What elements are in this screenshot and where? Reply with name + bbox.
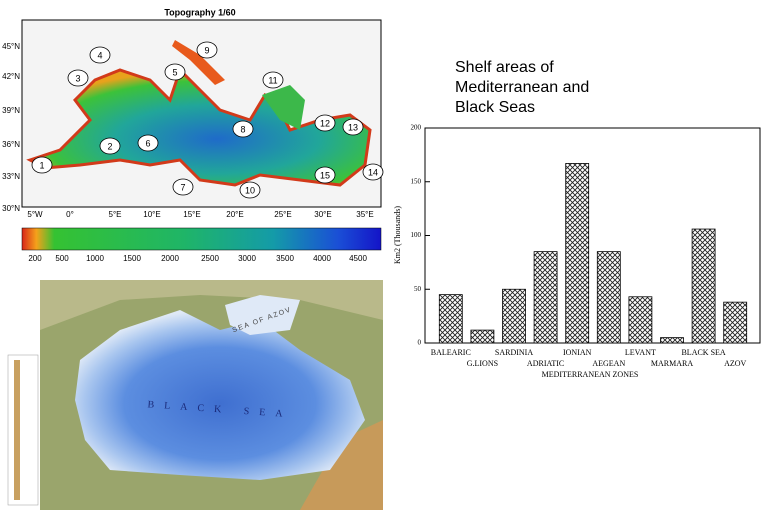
lon-label: 20°E [226,210,243,219]
region-label: 10 [245,185,255,195]
aegean-area [262,85,305,130]
x-tick-label: G.LIONS [467,359,498,368]
region-marker [89,46,111,64]
region-label: 2 [107,141,112,151]
map-title: Topography 1/60 [164,7,235,17]
y-tick-label: 150 [411,177,422,185]
y-tick-label: 50 [414,285,422,293]
bar [628,296,653,344]
lat-label: 30°N [2,204,20,213]
black-sea-map [7,280,383,510]
colorbar-label: 3500 [276,254,294,263]
colorbar-label: 3000 [238,254,256,263]
mountains [300,420,383,510]
region-label: 3 [75,73,80,83]
sea-of-azov [225,295,300,335]
region-label: 12 [320,118,330,128]
region-label: 8 [240,124,245,134]
bar [660,337,684,344]
colorbar-label: 2500 [201,254,219,263]
x-tick-label: BALEARIC [431,348,471,357]
region-marker [137,134,159,152]
region-marker [31,156,53,174]
region-label: 7 [180,182,185,192]
x-tick-label: LEVANT [625,348,656,357]
adriatic-area [172,40,225,85]
region-marker [314,166,336,184]
colorbar-label: 1000 [86,254,104,263]
x-tick-label: IONIAN [563,348,592,357]
region-marker [362,163,384,181]
region-label: 9 [204,45,209,55]
x-tick-label: AZOV [724,359,746,368]
x-tick-label: BLACK SEA [681,348,725,357]
lat-label: 42°N [2,72,20,81]
lat-label: 39°N [2,106,20,115]
region-label: 11 [268,75,277,85]
region-label: 4 [97,50,102,60]
bar [596,251,621,344]
lat-label: 45°N [2,42,20,51]
x-tick-label: MARMARA [651,359,693,368]
x-tick-label: AEGEAN [592,359,625,368]
bar [470,329,495,344]
bar [723,301,748,344]
lon-label: 0° [66,210,74,219]
colorbar-label: 1500 [123,254,141,263]
region-marker [314,114,336,132]
slide-title: Mediterranean and [455,79,589,96]
region-marker [172,178,194,196]
region-marker [342,118,364,136]
region-label: 5 [172,67,177,77]
bar [565,163,590,344]
bar [533,251,558,344]
lat-label: 36°N [2,140,20,149]
bar [438,294,463,344]
sea-area [26,67,372,187]
lon-label: 25°E [274,210,291,219]
region-label: 13 [348,122,358,132]
colorbar-label: 2000 [161,254,179,263]
slide-title: Shelf areas of [455,59,554,76]
y-tick-label: 200 [411,124,422,132]
region-marker [164,63,186,81]
bar [502,288,526,344]
land-north [40,280,383,330]
y-tick-label: 0 [418,339,422,347]
y-tick-label: 100 [411,231,422,239]
colorbar-label: 500 [55,254,69,263]
depth-legend-bar [14,360,20,500]
lon-label: 5°E [109,210,122,219]
region-label: 15 [320,170,330,180]
region-label: 14 [368,167,378,177]
slide-title: Black Seas [455,99,535,116]
region-marker [67,69,89,87]
colorbar [21,227,382,251]
black-sea [75,310,365,480]
lon-label: 10°E [143,210,160,219]
x-axis-label: MEDITERRANEAN ZONES [542,370,639,379]
region-marker [239,181,261,199]
region-marker [262,71,284,89]
lon-label: 15°E [183,210,200,219]
x-tick-label: ADRIATIC [527,359,564,368]
colorbar-label: 200 [28,254,42,263]
colorbar-label: 4000 [313,254,331,263]
region-marker [196,41,218,59]
region-label: 1 [39,160,44,170]
y-axis-label: Km2 (Thousands) [393,206,402,264]
lat-label: 33°N [2,172,20,181]
lon-label: 30°E [314,210,331,219]
region-label: 6 [145,138,150,148]
lon-label: 35°E [356,210,373,219]
colorbar-label: 4500 [349,254,367,263]
region-marker [99,137,121,155]
x-tick-label: SARDINIA [495,348,533,357]
lon-label: 5°W [27,210,43,219]
bar [691,228,716,344]
depth-legend [7,354,39,506]
region-marker [232,120,254,138]
